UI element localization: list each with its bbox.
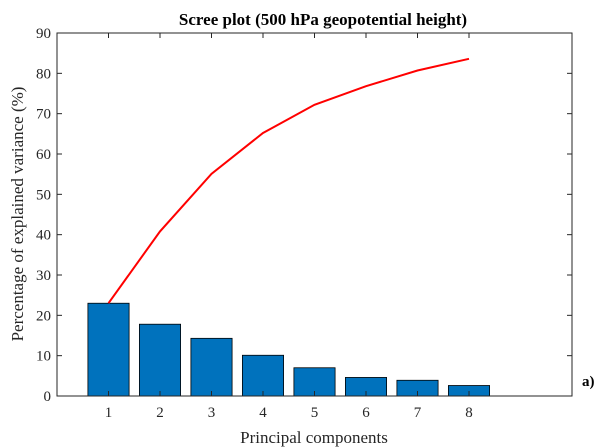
x-tick-label: 7 (414, 405, 422, 421)
y-tick-label: 70 (36, 107, 51, 123)
y-tick-label: 50 (36, 187, 51, 203)
y-tick-label: 90 (36, 26, 51, 42)
bar-pc-1 (87, 302, 130, 397)
x-tick-label: 3 (208, 405, 216, 421)
y-tick-label: 10 (36, 349, 51, 365)
y-tick-label: 80 (36, 66, 51, 82)
bar-pc-2 (138, 323, 181, 397)
y-tick-label: 30 (36, 268, 51, 284)
chart-title: Scree plot (500 hPa geopotential height) (179, 10, 467, 29)
x-tick-label: 8 (465, 405, 473, 421)
x-tick-label: 2 (156, 405, 164, 421)
y-tick-label: 20 (36, 308, 51, 324)
x-axis-label: Principal components (240, 428, 388, 447)
x-tick-label: 5 (311, 405, 319, 421)
bar-pc-3 (190, 337, 233, 397)
panel-label: a) (582, 374, 595, 390)
y-tick-label: 60 (36, 147, 51, 163)
x-tick-label: 4 (259, 405, 267, 421)
y-axis-label: Percentage of explained variance (%) (8, 87, 27, 342)
plot-area (57, 33, 572, 396)
x-tick-label: 6 (362, 405, 370, 421)
y-tick-label: 0 (44, 389, 52, 405)
bar-pc-4 (241, 354, 284, 397)
cumulative-variance-line (107, 57, 470, 304)
x-tick-label: 1 (105, 405, 113, 421)
y-tick-label: 40 (36, 228, 51, 244)
